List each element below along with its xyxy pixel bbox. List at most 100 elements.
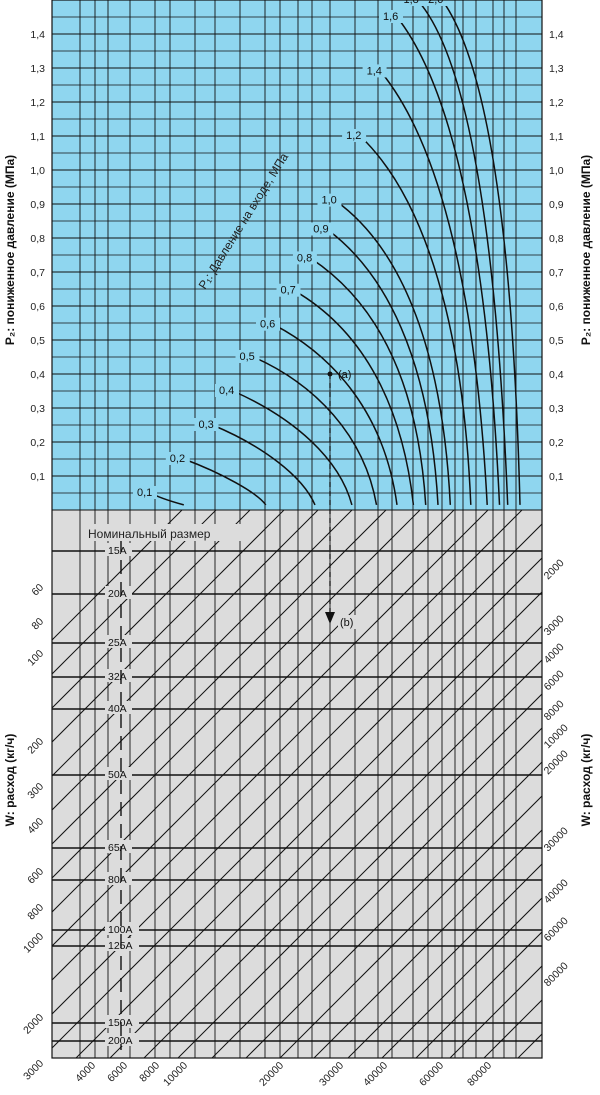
inlet-pressure-curve <box>441 0 521 505</box>
size-label-bg <box>105 1033 139 1046</box>
curve-label: 0,6 <box>260 319 275 331</box>
flow-diagonal-lines <box>52 510 542 1058</box>
size-label-bg <box>105 586 132 599</box>
annotation-b-bg <box>338 615 360 629</box>
curve-label: 0,8 <box>297 252 312 264</box>
flow-diagonal <box>143 659 542 1058</box>
flow-diagonal <box>279 795 542 1058</box>
flow-diagonal <box>347 863 542 1058</box>
right-axis-title-upper: P₂: пониженное давление (МПа) <box>579 155 593 345</box>
pressure-tick-right: 0,9 <box>549 199 564 211</box>
size-label-bg <box>105 543 132 556</box>
size-label-bg <box>105 872 132 885</box>
curve-label: 0,4 <box>219 385 234 397</box>
curve-label: 1,0 <box>322 195 337 207</box>
curve-label-bg <box>309 222 334 236</box>
curve-label-bg <box>379 10 403 23</box>
inlet-pressure-curves: 0,1 0,2 0,3 0,4 0,5 0,6 0,7 0,8 0,9 1,0 1,2 1,4 1,6 1… <box>133 0 521 506</box>
flow-diagonal <box>52 510 285 743</box>
size-label-bg <box>105 701 132 714</box>
curve-label-bg <box>133 486 157 499</box>
nominal-size-label: 200A <box>108 1035 133 1047</box>
pressure-tick-left: 1,1 <box>30 131 45 143</box>
example-arrowhead <box>325 612 335 624</box>
flow-diagonal <box>109 625 542 1058</box>
curve-label: 0,3 <box>199 419 214 431</box>
pressure-tick-left: 0,7 <box>30 267 45 279</box>
curve-label: 1,4 <box>367 65 382 77</box>
pressure-tick-right: 0,4 <box>549 369 564 381</box>
flow-diagonal <box>52 510 217 675</box>
pressure-tick-right: 0,7 <box>549 267 564 279</box>
pressure-tick-right: 1,4 <box>549 29 564 41</box>
pressure-tick-right: 1,0 <box>549 165 564 177</box>
flow-diagonal <box>52 510 489 947</box>
flow-diagonal <box>415 931 542 1058</box>
nominal-size-label: 80A <box>108 874 127 886</box>
nominal-size-label: 65A <box>108 842 127 854</box>
pressure-tick-right: 0,5 <box>549 335 564 347</box>
nominal-size-label: 100A <box>108 924 133 936</box>
flow-diagonal <box>245 761 542 1058</box>
flow-diagonal <box>313 829 542 1058</box>
nominal-size-label: 32A <box>108 671 127 683</box>
curve-label-bg <box>165 452 190 465</box>
inlet-pressure-curve <box>326 228 439 505</box>
pressure-tick-left: 0,5 <box>30 335 45 347</box>
size-label-bg <box>105 938 139 951</box>
flow-diagonal <box>381 897 542 1058</box>
pressure-tick-right: 1,1 <box>549 131 564 143</box>
inlet-pressure-curve <box>396 16 501 505</box>
nominal-size-label: 40A <box>108 703 127 715</box>
curve-label: 0,1 <box>137 487 152 499</box>
annotation-b: (b) <box>340 617 353 629</box>
flow-diagonal <box>75 591 542 1058</box>
curve-label: 0,7 <box>281 285 296 297</box>
nominal-size-label: 150A <box>108 1017 133 1029</box>
flow-diagonal <box>52 510 183 641</box>
size-label-bg <box>105 669 132 682</box>
inlet-pressure-curve <box>294 290 415 505</box>
flow-diagonal <box>449 965 542 1058</box>
curve-label: 2,0 <box>428 0 443 6</box>
inlet-pressure-curve <box>416 0 509 505</box>
pressure-tick-right: 0,8 <box>549 233 564 245</box>
size-label-bg <box>105 767 132 780</box>
pressure-tick-right: 0,3 <box>549 403 564 415</box>
flow-diagonal <box>52 523 542 1015</box>
curve-label-bg <box>276 283 301 297</box>
curve-label-bg <box>362 64 387 78</box>
inlet-pressure-curve <box>212 424 316 506</box>
pressure-tick-right: 0,2 <box>549 437 564 449</box>
nominal-size-label: 25A <box>108 637 127 649</box>
right-axis-title-lower: W: расход (кг/ч) <box>579 734 593 827</box>
curve-label: 1,2 <box>346 130 361 142</box>
chart-frame <box>51 0 543 1059</box>
curve-label-bg <box>235 350 260 363</box>
flow-diagonal <box>52 557 542 1049</box>
pressure-tick-left: 1,3 <box>30 63 45 75</box>
curve-label-bg <box>256 317 280 331</box>
size-title-bg <box>86 524 244 541</box>
inlet-pressure-curve <box>359 135 472 505</box>
curve-label: 0,9 <box>313 224 328 236</box>
size-label-bg <box>105 635 132 648</box>
flow-diagonal <box>52 510 251 709</box>
pressure-tick-left: 0,6 <box>30 301 45 313</box>
nominal-size-title: Номинальный размер <box>88 527 211 541</box>
inlet-pressure-curve <box>380 70 488 505</box>
pressure-tick-left: 0,2 <box>30 437 45 449</box>
pressure-tick-left: 1,0 <box>30 165 45 177</box>
pressure-tick-left: 0,1 <box>30 471 45 483</box>
curve-label-bg <box>292 251 317 265</box>
curve-label: 1,6 <box>383 11 398 23</box>
curve-label-bg <box>215 384 239 397</box>
pressure-tick-right: 0,6 <box>549 301 564 313</box>
nominal-size-lines: 15A 20A 25A 32A 40A 50A 65A 80A 100A 125A 150A 200A… <box>52 524 542 1050</box>
pressure-tick-left: 0,8 <box>30 233 45 245</box>
pressure-tick-right: 1,2 <box>549 97 564 109</box>
inlet-pressure-curve <box>335 199 452 505</box>
curve-label-bg <box>317 193 342 207</box>
curve-label: 0,2 <box>170 453 185 465</box>
